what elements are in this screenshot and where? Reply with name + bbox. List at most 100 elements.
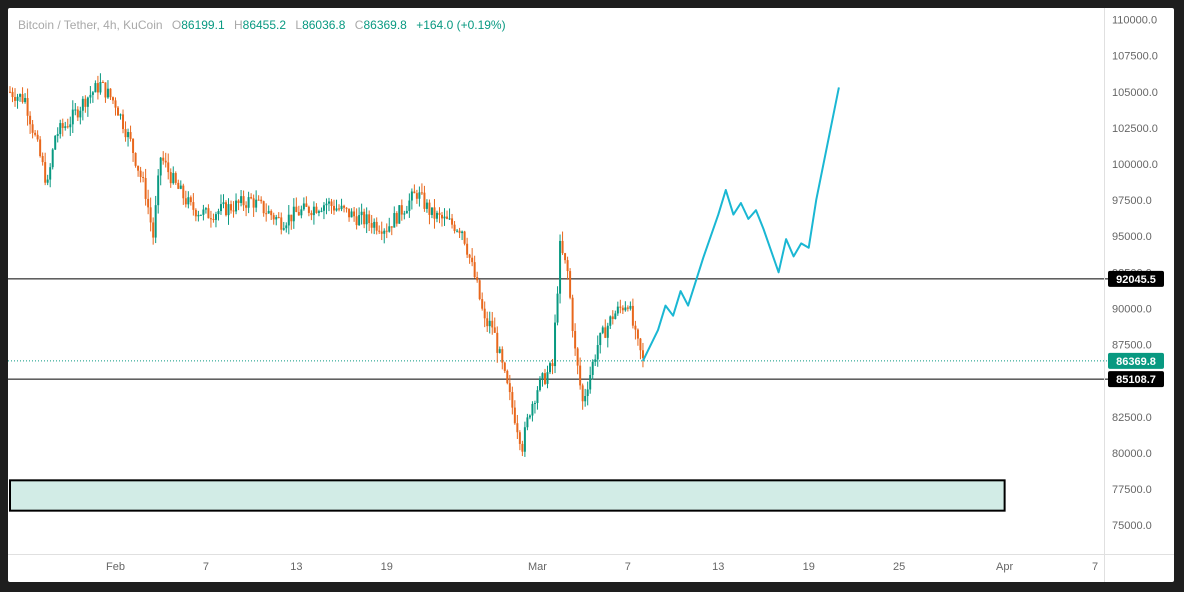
candle-body bbox=[521, 443, 524, 452]
candle-body bbox=[240, 196, 243, 203]
candle-body bbox=[172, 173, 175, 184]
candle-body bbox=[69, 124, 72, 128]
candle-body bbox=[538, 378, 541, 391]
candle-body bbox=[393, 213, 396, 228]
candle-body bbox=[589, 374, 592, 390]
candle-body bbox=[408, 200, 411, 211]
candle-body bbox=[96, 83, 99, 93]
candle-body bbox=[415, 193, 418, 199]
candle-body bbox=[267, 210, 270, 214]
candle-body bbox=[380, 231, 383, 234]
candle-body bbox=[184, 198, 187, 205]
y-tick-label: 75000.0 bbox=[1112, 520, 1152, 532]
candle-body bbox=[119, 114, 122, 116]
candle-body bbox=[66, 126, 69, 128]
candle-body bbox=[511, 392, 514, 408]
y-tick-label: 95000.0 bbox=[1112, 231, 1152, 243]
candle-body bbox=[117, 107, 120, 116]
candle-body bbox=[488, 320, 491, 327]
candle-body bbox=[297, 211, 300, 216]
candle-body bbox=[327, 201, 330, 204]
candle-body bbox=[360, 211, 363, 216]
candle-body bbox=[395, 213, 398, 224]
candle-body bbox=[315, 206, 318, 213]
candle-body bbox=[242, 196, 245, 206]
candle-body bbox=[162, 157, 165, 161]
candle-body bbox=[179, 185, 182, 189]
candle-body bbox=[282, 228, 285, 230]
candle-body bbox=[636, 329, 639, 339]
candle-body bbox=[317, 211, 320, 213]
candle-body bbox=[586, 389, 589, 397]
price-chart[interactable]: 110000.0 107500.0 105000.0 102500.0 100000.0… bbox=[8, 8, 1174, 582]
candle-body bbox=[109, 88, 112, 98]
candle-body bbox=[606, 325, 609, 338]
open-key: O bbox=[171, 18, 182, 32]
candle-body bbox=[104, 82, 107, 98]
candle-body bbox=[473, 262, 476, 278]
candle-body bbox=[174, 173, 177, 183]
candle-body bbox=[549, 363, 552, 373]
x-tick-label: 13 bbox=[290, 561, 302, 573]
candle-body bbox=[129, 132, 132, 139]
level-badge-0: 92045.5 bbox=[1116, 274, 1156, 286]
candle-body bbox=[137, 165, 140, 171]
chart-panel[interactable]: 110000.0 107500.0 105000.0 102500.0 100000.0… bbox=[8, 8, 1174, 582]
candle-body bbox=[438, 212, 441, 215]
candle-body bbox=[270, 210, 273, 216]
candle-body bbox=[144, 178, 147, 199]
candle-body bbox=[51, 149, 54, 168]
candle-body bbox=[265, 213, 268, 215]
candle-body bbox=[159, 157, 162, 176]
candle-body bbox=[247, 197, 250, 208]
candle-body bbox=[430, 207, 433, 215]
candle-body bbox=[139, 170, 142, 177]
candle-body bbox=[543, 373, 546, 384]
candle-body bbox=[16, 96, 19, 101]
candle-body bbox=[368, 214, 371, 224]
candle-body bbox=[626, 307, 629, 309]
candle-body bbox=[106, 88, 109, 98]
candle-body bbox=[641, 350, 644, 359]
candle-body bbox=[245, 205, 248, 208]
candle-body bbox=[86, 97, 89, 107]
candle-body bbox=[523, 427, 526, 452]
candle-body bbox=[295, 206, 298, 212]
candle-body bbox=[207, 208, 210, 219]
candle-body bbox=[358, 215, 361, 226]
candle-body bbox=[31, 124, 34, 133]
high-value: 86455.2 bbox=[242, 18, 287, 32]
candle-body bbox=[343, 205, 346, 208]
candle-body bbox=[54, 135, 57, 150]
candle-body bbox=[76, 109, 79, 118]
y-tick-label: 100000.0 bbox=[1112, 159, 1158, 171]
candle-body bbox=[594, 359, 597, 362]
candle-body bbox=[546, 372, 549, 384]
candle-body bbox=[197, 214, 200, 217]
candle-body bbox=[624, 307, 627, 311]
candle-body bbox=[49, 167, 52, 180]
candle-body bbox=[127, 132, 130, 138]
current-price-badge: 86369.8 bbox=[1116, 356, 1156, 368]
candle-body bbox=[448, 218, 451, 220]
x-tick-label: Mar bbox=[528, 561, 547, 573]
candle-body bbox=[9, 91, 11, 93]
level-badge-1: 85108.7 bbox=[1116, 374, 1156, 386]
candle-body bbox=[11, 91, 14, 98]
candle-body bbox=[46, 179, 49, 183]
x-tick-label: 7 bbox=[625, 561, 631, 573]
candle-body bbox=[574, 331, 577, 349]
candle-body bbox=[561, 240, 564, 254]
candle-body bbox=[21, 94, 24, 103]
candle-body bbox=[576, 348, 579, 366]
candle-body bbox=[599, 332, 602, 346]
candle-body bbox=[167, 162, 170, 173]
candle-body bbox=[471, 257, 474, 263]
candle-body bbox=[486, 318, 489, 327]
candle-body bbox=[272, 215, 275, 220]
candle-body bbox=[19, 94, 22, 97]
candle-body bbox=[338, 208, 341, 210]
candle-body bbox=[275, 217, 278, 220]
candle-body bbox=[601, 327, 604, 333]
candle-body bbox=[591, 361, 594, 375]
